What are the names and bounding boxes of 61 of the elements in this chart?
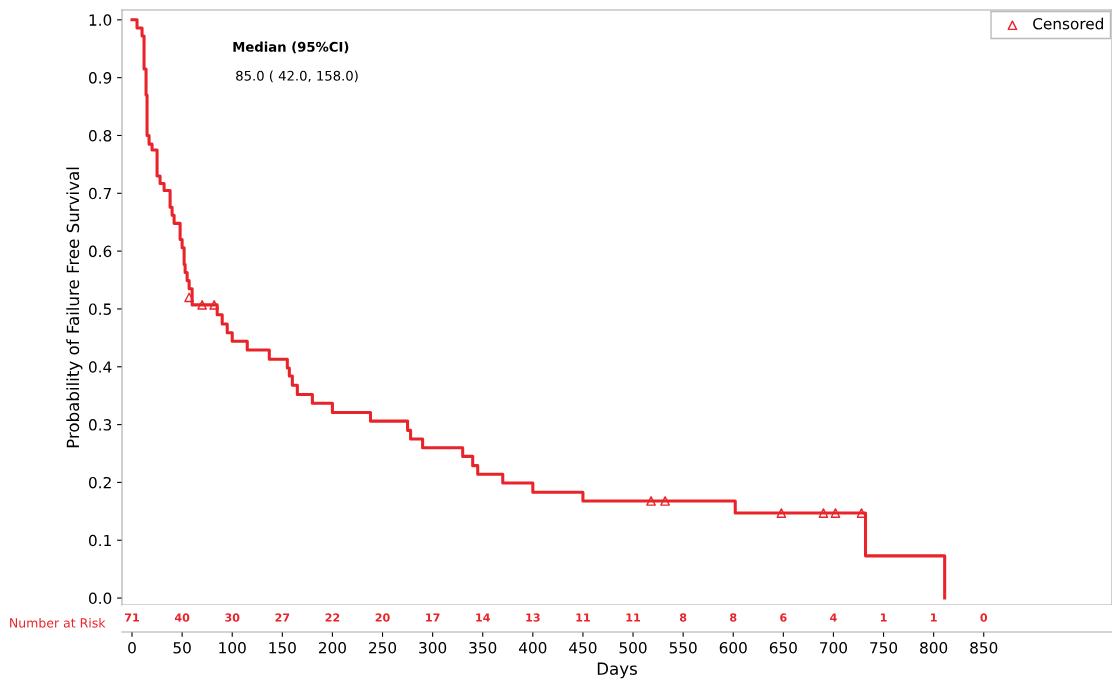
text: 13	[526, 613, 540, 622]
x-tick-label: 0	[128, 641, 136, 654]
y-tick-label: 0.1	[88, 534, 111, 547]
text: 6	[780, 613, 787, 622]
x-tick-label: 450	[569, 641, 597, 654]
point	[776, 508, 787, 518]
y-tick-label: 0.5	[88, 303, 111, 315]
x-tick-label: 650	[769, 641, 797, 654]
text: 11	[576, 613, 590, 622]
y-tick-label: 0.3	[88, 419, 112, 431]
text: 1	[880, 613, 887, 622]
text: 27	[275, 613, 290, 622]
text: 4	[830, 613, 837, 622]
y-tick-label: 0.4	[88, 361, 112, 373]
point	[830, 508, 841, 518]
x-tick-label: 350	[469, 641, 497, 654]
text: 40	[174, 613, 190, 622]
point	[197, 300, 208, 310]
point	[209, 300, 220, 310]
x-tick-label: 800	[920, 641, 948, 654]
annotation: 85.0 ( 42.0, 158.0)	[236, 70, 358, 83]
x-tick-label: 150	[269, 641, 296, 654]
text: 20	[375, 613, 390, 622]
text: 71	[125, 613, 139, 622]
y-tick-label: 0.7	[88, 187, 111, 200]
x-tick-label: 550	[669, 641, 697, 654]
text: 14	[476, 613, 490, 622]
text: 1	[931, 613, 937, 622]
y-tick-label: 0.2	[88, 476, 111, 489]
text: 0	[980, 613, 988, 622]
y-tick-label: 0.6	[88, 245, 112, 258]
legend-label: Censored	[1033, 17, 1103, 30]
point	[646, 496, 656, 506]
x-tick-label: 100	[219, 641, 246, 654]
x-tick-label: 300	[419, 641, 447, 654]
point	[818, 508, 829, 518]
y-axis-title: Probability of Failure Free Survival	[66, 167, 83, 448]
point	[660, 496, 670, 506]
y-tick-label: 1.0	[89, 14, 112, 26]
x-tick-label: 750	[870, 641, 898, 654]
x-tick-label: 250	[369, 641, 397, 654]
point	[184, 292, 194, 303]
x-tick-label: 600	[719, 641, 747, 654]
x-tick-label: 700	[820, 641, 847, 654]
y-tick-label: 0.0	[88, 592, 112, 605]
text: 8	[730, 613, 737, 622]
annotation: Median (95%CI)	[233, 41, 349, 54]
x-axis-title: Days	[597, 662, 637, 679]
x-tick-label: 200	[318, 641, 346, 654]
x-tick-label: 400	[519, 641, 547, 654]
x-tick-label: 500	[619, 641, 647, 654]
text: 22	[325, 613, 340, 622]
y-tick-label: 0.8	[88, 129, 112, 142]
x-tick-label: 50	[173, 641, 191, 654]
text: Number at Risk	[10, 617, 106, 628]
y-tick-label: 0.9	[88, 72, 112, 84]
text: 11	[626, 613, 640, 622]
text: 8	[679, 613, 687, 622]
text: 17	[426, 613, 440, 622]
x-tick-label: 850	[970, 641, 998, 654]
text: 30	[225, 613, 240, 622]
